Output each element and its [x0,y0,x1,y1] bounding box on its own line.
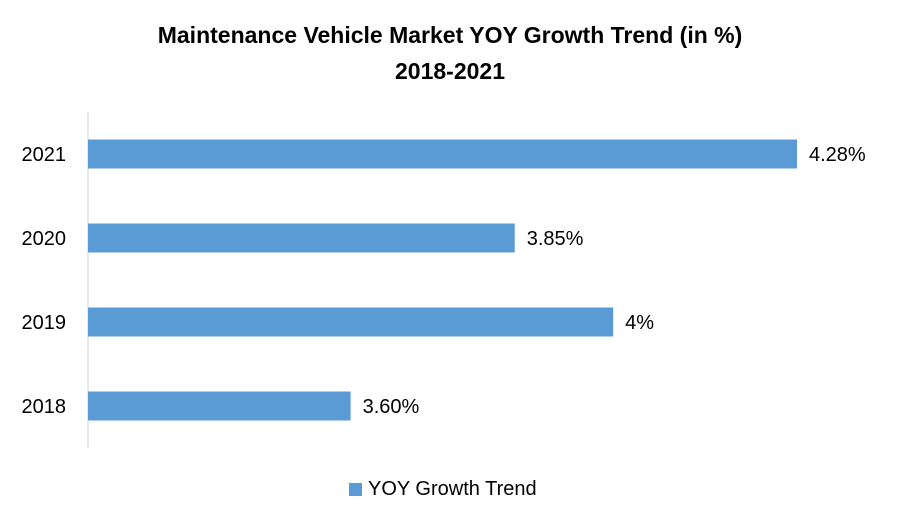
data-label-2018: 3.60% [363,396,420,418]
chart-subtitle: 2018-2021 [395,58,505,84]
chart-title: Maintenance Vehicle Market YOY Growth Tr… [157,22,743,48]
data-label-2019: 4% [625,312,654,334]
legend-label: YOY Growth Trend [368,478,537,500]
category-label-2018: 2018 [22,396,67,418]
bar-2020 [88,223,515,253]
data-label-2021: 4.28% [809,144,866,166]
bar-2018 [88,391,351,421]
category-labels-group: 2021 2020 2019 2018 [22,144,67,418]
category-label-2019: 2019 [22,312,67,334]
category-label-2020: 2020 [22,228,67,250]
data-labels-group: 4.28% 3.85% 4% 3.60% [363,144,866,418]
bar-2021 [88,139,797,169]
category-label-2021: 2021 [22,144,67,166]
legend[interactable]: YOY Growth Trend [349,478,537,501]
bars-group [88,139,797,421]
bar-2019 [88,307,614,337]
legend-swatch [349,483,362,496]
data-label-2020: 3.85% [527,228,584,250]
